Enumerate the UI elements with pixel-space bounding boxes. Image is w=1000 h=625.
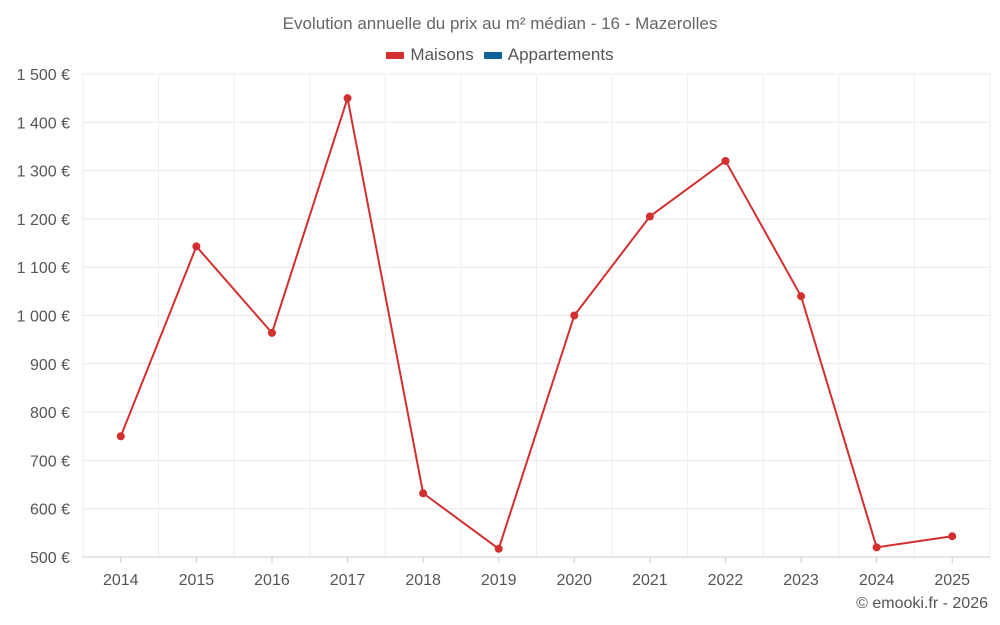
data-point (570, 311, 579, 320)
chart-title: Evolution annuelle du prix au m² médian … (282, 14, 718, 33)
data-point (343, 94, 352, 103)
legend-item-maisons[interactable]: Maisons (386, 45, 474, 65)
legend-label-maisons: Maisons (410, 45, 474, 64)
legend-item-appartements[interactable]: Appartements (483, 45, 614, 65)
y-tick-label: 500 € (30, 550, 70, 567)
y-tick-label: 700 € (30, 453, 70, 470)
y-tick-label: 600 € (30, 502, 70, 519)
x-tick-label: 2025 (934, 572, 970, 589)
chart-legend: Maisons Appartements (0, 45, 1000, 65)
data-point (267, 328, 276, 337)
legend-label-appartements: Appartements (507, 45, 614, 64)
x-tick-label: 2019 (481, 572, 517, 589)
x-tick-label: 2021 (632, 572, 668, 589)
data-point (419, 489, 428, 498)
data-point (721, 156, 730, 165)
x-tick-label: 2014 (103, 572, 139, 589)
legend-swatch-maisons (386, 51, 405, 59)
y-tick-label: 1 300 € (17, 164, 70, 181)
data-point (192, 242, 201, 251)
x-tick-label: 2024 (859, 572, 895, 589)
y-tick-label: 1 100 € (17, 260, 70, 277)
x-tick-label: 2022 (708, 572, 744, 589)
y-tick-label: 1 000 € (17, 309, 70, 326)
data-point (872, 543, 881, 552)
x-tick-label: 2018 (405, 572, 441, 589)
y-tick-label: 1 400 € (17, 115, 70, 132)
y-tick-label: 1 500 € (17, 67, 70, 84)
x-tick-label: 2017 (330, 572, 366, 589)
data-point (116, 432, 125, 441)
data-point (494, 544, 503, 553)
y-tick-label: 1 200 € (17, 212, 70, 229)
data-point (645, 212, 654, 221)
data-point (948, 532, 957, 541)
y-tick-label: 800 € (30, 405, 70, 422)
series-line-maisons (119, 97, 953, 550)
legend-swatch-appartements (483, 51, 502, 59)
x-tick-label: 2020 (556, 572, 592, 589)
data-point (797, 292, 806, 301)
copyright-footer: © emooki.fr - 2026 (856, 595, 988, 612)
x-tick-label: 2023 (783, 572, 819, 589)
y-tick-label: 900 € (30, 357, 70, 374)
x-tick-label: 2015 (179, 572, 215, 589)
x-tick-label: 2016 (254, 572, 290, 589)
